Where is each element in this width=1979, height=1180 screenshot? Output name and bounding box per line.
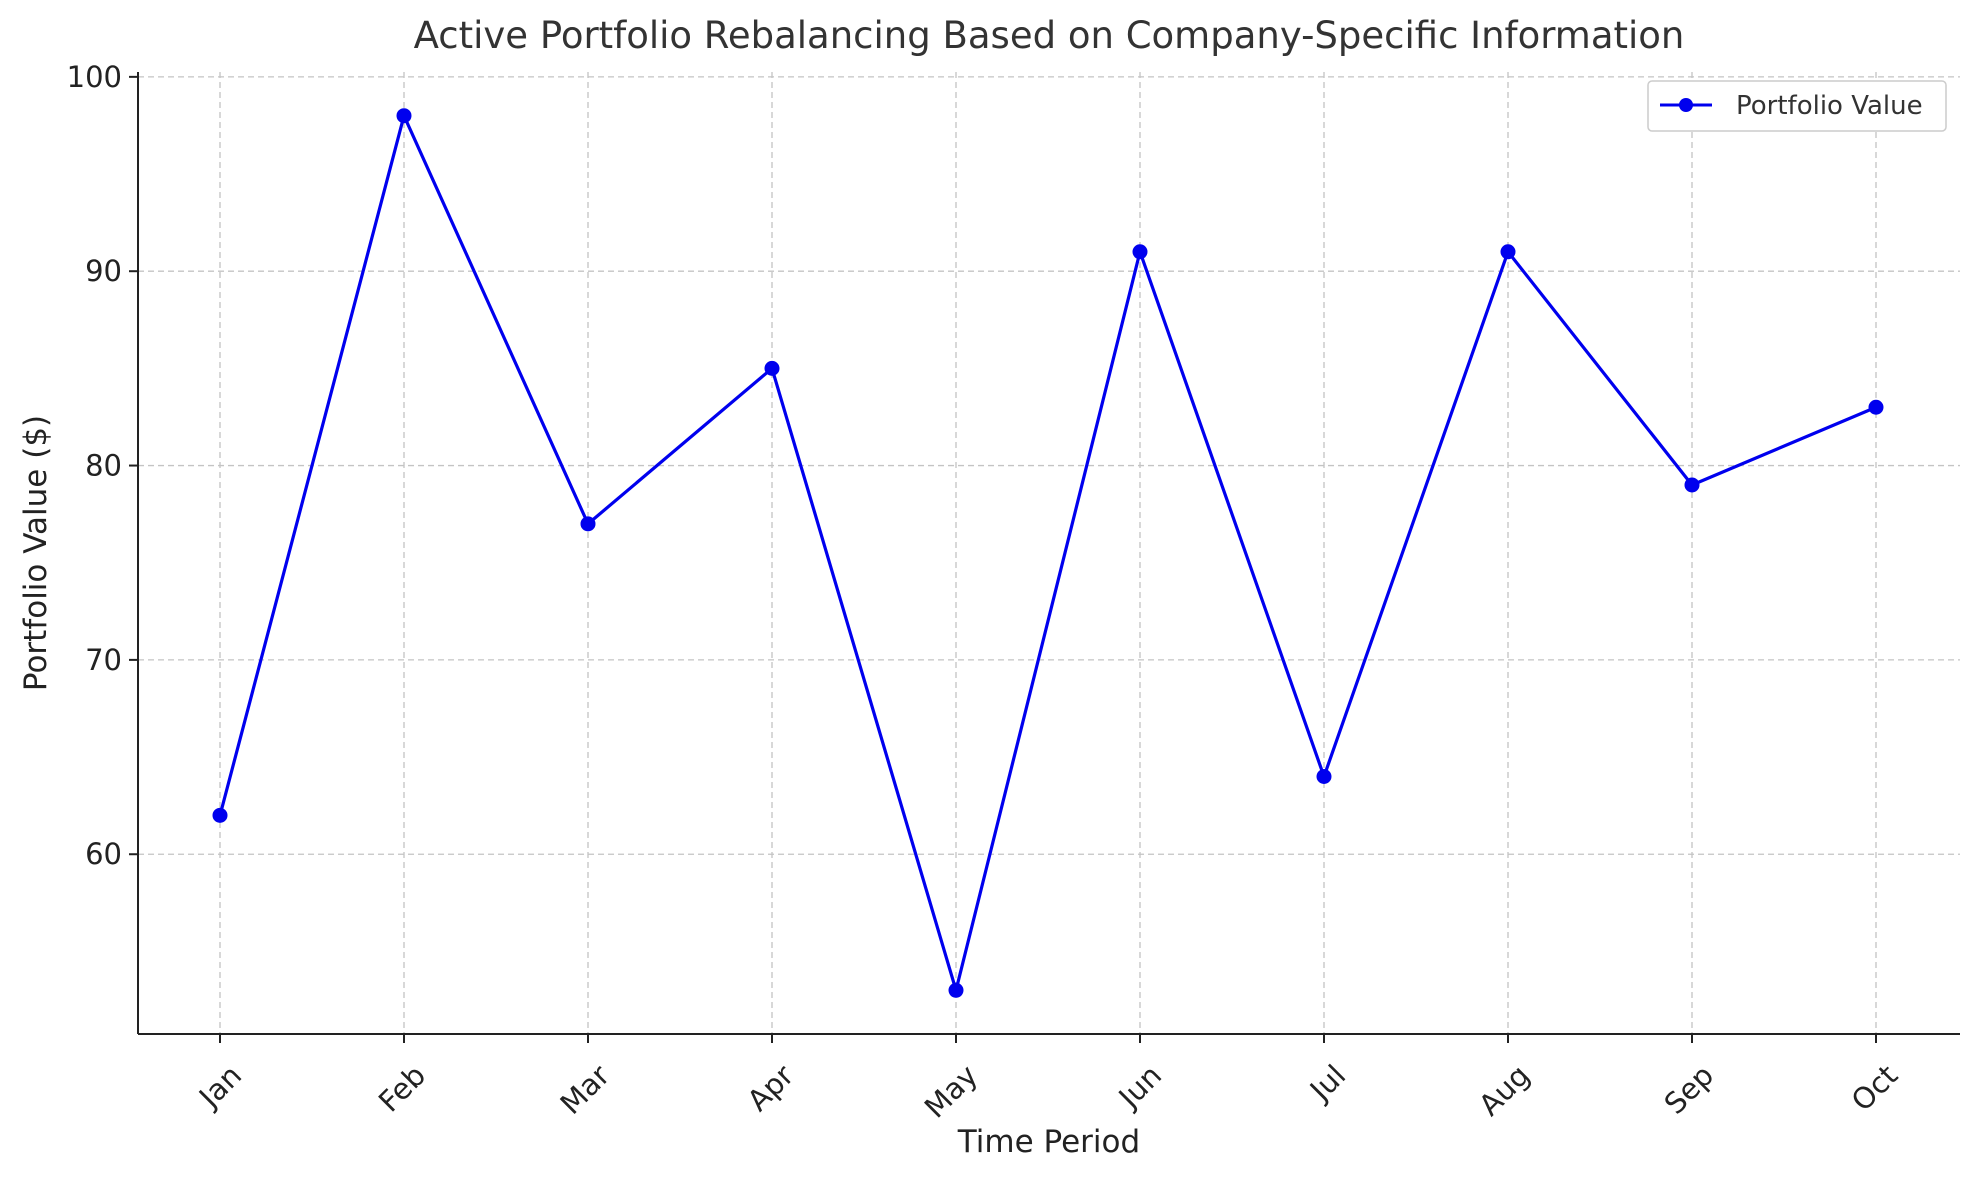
data-point-jun	[1132, 244, 1148, 260]
x-tick-label-jun: Jun	[1111, 1058, 1168, 1115]
data-point-feb	[396, 108, 412, 124]
y-axis-label: Portfolio Value ($)	[18, 415, 54, 691]
y-tick-label: 90	[85, 254, 122, 288]
x-tick-label-mar: Mar	[553, 1058, 616, 1121]
y-tick-label: 100	[67, 60, 122, 94]
x-tick-label-may: May	[918, 1058, 984, 1124]
data-point-jul	[1316, 768, 1332, 784]
series-line	[218, 114, 1877, 992]
data-point-apr	[764, 360, 780, 376]
x-tick-label-oct: Oct	[1845, 1058, 1905, 1118]
legend: Portfolio Value	[1647, 80, 1947, 132]
data-point-aug	[1500, 244, 1516, 260]
series	[212, 108, 1884, 998]
data-point-sep	[1684, 477, 1700, 493]
x-tick-label-sep: Sep	[1658, 1058, 1721, 1121]
x-tick-label-aug: Aug	[1472, 1058, 1536, 1122]
axes	[137, 72, 1960, 1035]
x-axis-label: Time Period	[957, 1124, 1140, 1160]
grid	[138, 72, 1960, 1034]
y-tick-label: 60	[85, 837, 122, 871]
y-tick-label: 70	[85, 643, 122, 677]
data-point-jan	[212, 807, 228, 823]
x-tick-label-apr: Apr	[741, 1058, 801, 1118]
legend-box	[1647, 80, 1947, 132]
legend-marker	[1679, 98, 1693, 112]
x-tick-label-jan: Jan	[191, 1058, 248, 1115]
legend-label: Portfolio Value	[1736, 91, 1923, 121]
y-tick-label: 80	[85, 449, 122, 483]
ticks: 60 70 80 90 100 Jan Feb Mar Apr May Jun Jul Aug Sep Oc…	[67, 60, 1905, 1125]
chart-title: Active Portfolio Rebalancing Based on Co…	[414, 14, 1685, 57]
x-tick-label-jul: Jul	[1302, 1058, 1352, 1108]
data-point-mar	[580, 516, 596, 532]
data-point-may	[948, 982, 964, 998]
data-point-oct	[1868, 399, 1884, 415]
x-tick-label-feb: Feb	[372, 1058, 432, 1118]
